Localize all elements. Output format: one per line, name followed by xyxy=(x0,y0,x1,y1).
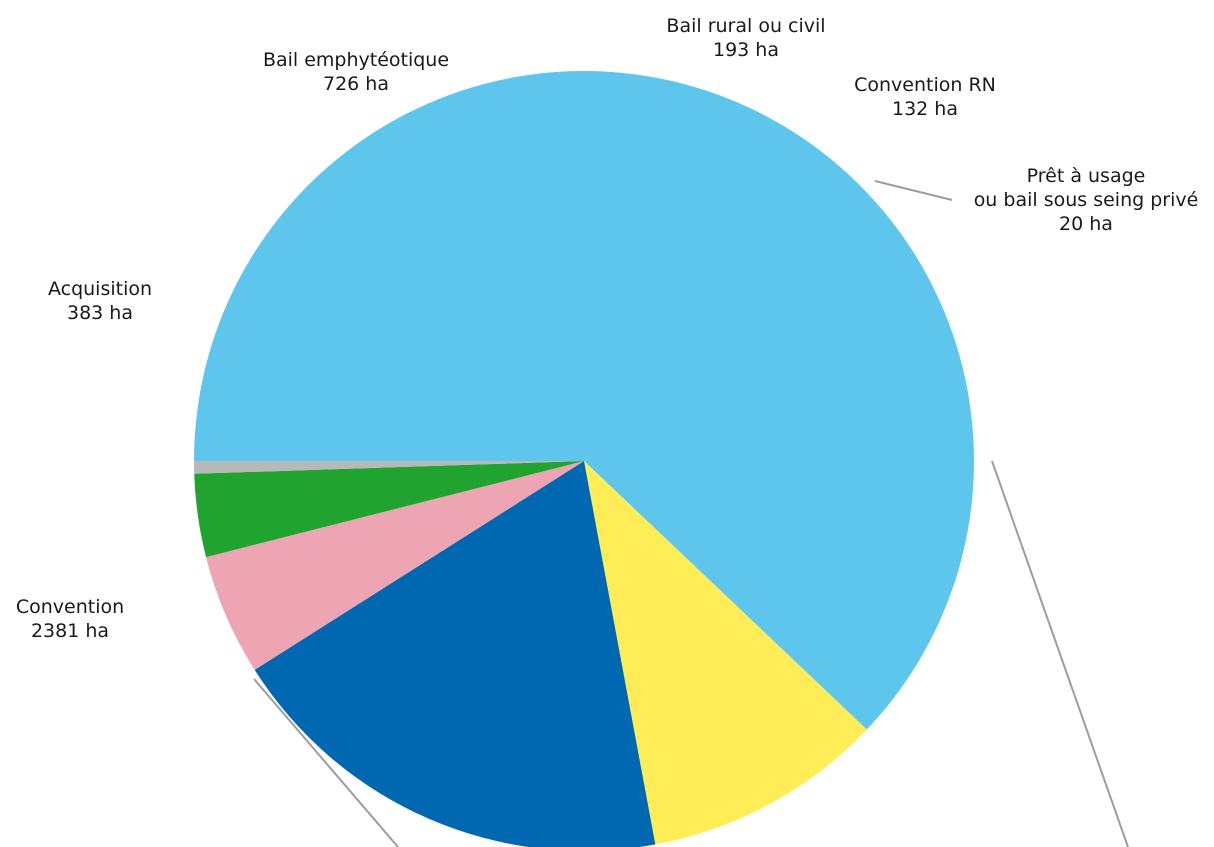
leader-line xyxy=(253,678,399,847)
pie-slices xyxy=(194,71,974,847)
slice-value-label: 193 ha xyxy=(713,39,779,61)
leader-line xyxy=(991,460,1129,847)
slice-convention xyxy=(194,71,974,730)
slice-category-label: ou bail sous seing privé xyxy=(974,189,1199,211)
slice-value-label: 2381 ha xyxy=(31,620,109,642)
slice-convention-rn xyxy=(194,461,584,558)
slice-category-label: Bail emphytéotique xyxy=(263,49,449,71)
slice-category-label: Convention xyxy=(16,596,124,618)
leader-lines xyxy=(253,180,1129,847)
slice-category-label: Prêt à usage xyxy=(1027,165,1146,187)
slice-value-label: 726 ha xyxy=(323,73,389,95)
slice-category-label: Acquisition xyxy=(48,278,152,300)
slice-acquisition xyxy=(584,461,867,845)
slice-pret-a-usage xyxy=(194,461,584,474)
slice-bail-rural-ou-civil xyxy=(206,461,584,670)
slice-value-label: 132 ha xyxy=(892,98,958,120)
leader-line xyxy=(874,180,953,201)
slice-value-label: 20 ha xyxy=(1059,213,1113,235)
slice-bail-emphyteotique xyxy=(254,461,656,847)
slice-category-label: Bail rural ou civil xyxy=(666,15,825,37)
slice-category-label: Convention RN xyxy=(854,74,996,96)
slice-value-label: 383 ha xyxy=(67,302,133,324)
